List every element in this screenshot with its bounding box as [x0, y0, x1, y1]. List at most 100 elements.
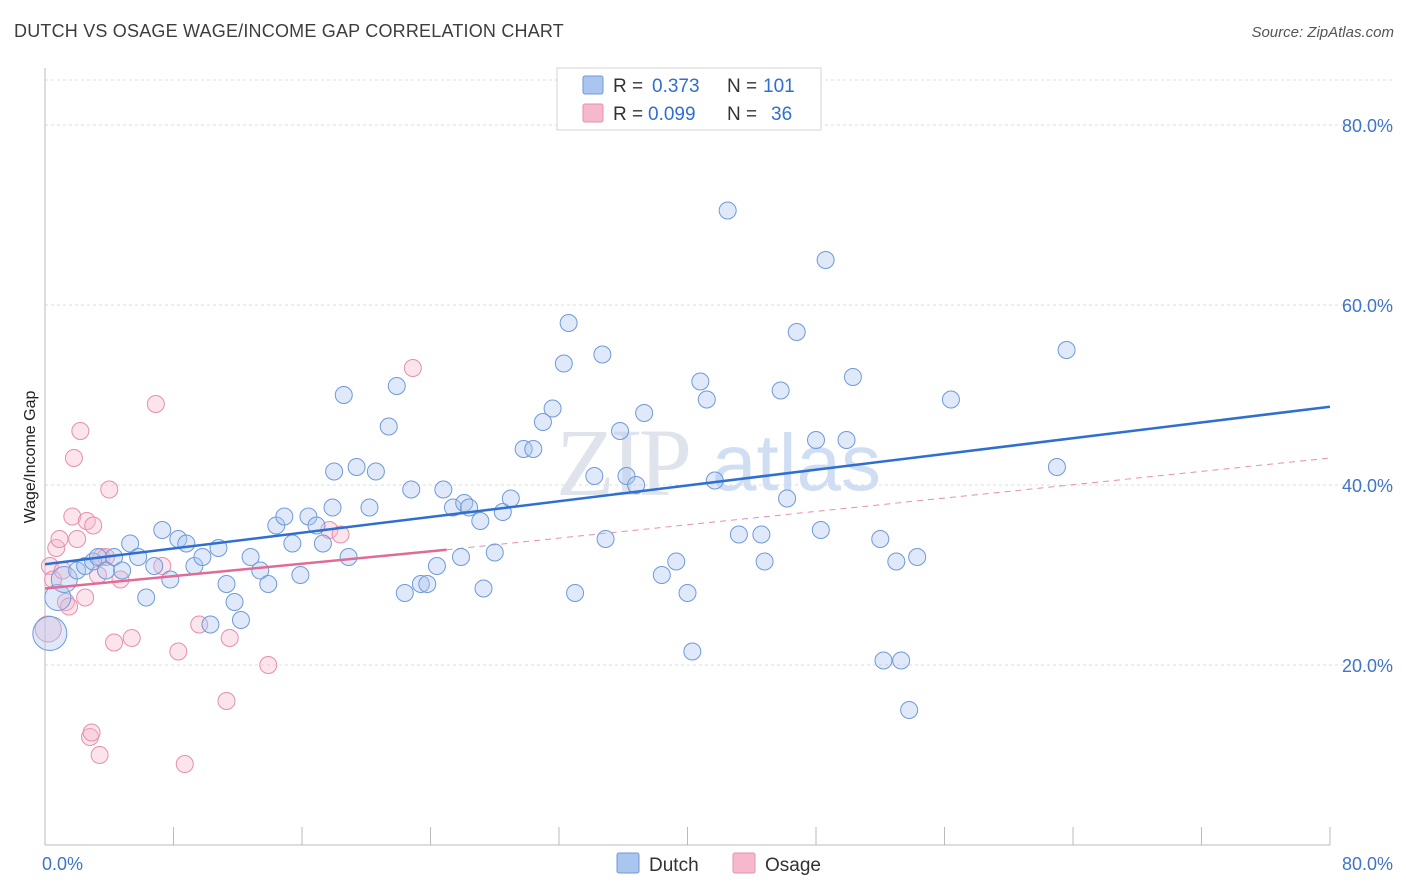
osage-point-25 [146, 395, 165, 413]
osage-point-12 [76, 588, 95, 607]
dutch-point-56 [485, 543, 504, 562]
y-tick-label-40: 40.0% [1342, 476, 1393, 496]
dutch-point-73 [652, 566, 671, 584]
dutch-point-10 [121, 534, 140, 553]
dutch-point-61 [533, 413, 552, 431]
osage-point-15 [82, 723, 101, 742]
y-tick-label-80: 80.0% [1342, 116, 1393, 136]
dutch-point-67 [593, 345, 612, 364]
dutch-point-37 [334, 386, 353, 404]
dutch-point-85 [778, 489, 797, 508]
osage-point-21 [100, 480, 119, 499]
dutch-point-88 [811, 521, 830, 539]
dutch-point-35 [323, 498, 342, 517]
dutch-point-70 [617, 467, 636, 485]
osage-point-28 [175, 755, 194, 773]
dutch-point-86 [787, 323, 806, 341]
y-tick-label-20: 20.0% [1342, 656, 1393, 676]
osage-point-34 [331, 525, 350, 544]
osage-point-16 [84, 516, 103, 535]
osage-point-22 [105, 633, 124, 652]
dutch-point-15 [161, 570, 180, 589]
dutch-point-0 [32, 616, 68, 651]
dutch-point-93 [874, 651, 893, 670]
bottom-legend-swatch-dutch [616, 852, 640, 874]
dutch-point-31 [291, 566, 310, 584]
osage-point-31 [220, 629, 239, 647]
dutch-point-77 [691, 372, 710, 391]
dutch-point-36 [325, 462, 344, 481]
dutch-point-27 [259, 575, 278, 593]
dutch-point-80 [718, 201, 737, 220]
dutch-point-7 [97, 561, 116, 580]
dutch-point-83 [755, 552, 774, 571]
dutch-point-81 [729, 525, 748, 544]
bottom-legend-label-dutch: Dutch [649, 855, 699, 876]
dutch-point-78 [697, 390, 716, 409]
osage-point-32 [259, 656, 278, 674]
dutch-point-14 [153, 521, 172, 539]
osage-point-11 [71, 422, 90, 440]
dutch-point-50 [443, 498, 462, 517]
dutch-point-94 [887, 552, 906, 571]
dutch-point-69 [611, 422, 630, 440]
osage-point-7 [60, 597, 79, 616]
dutch-point-98 [941, 390, 960, 409]
dutch-point-87 [807, 431, 825, 449]
x-tick-label-min: 0.0% [42, 854, 83, 874]
dutch-point-72 [635, 404, 654, 422]
dutch-point-63 [554, 354, 573, 373]
osage-point-10 [68, 530, 87, 548]
legend-osage-r-value: 0.099 [648, 104, 696, 125]
legend-osage-n-value: 36 [771, 104, 792, 125]
dutch-point-19 [193, 548, 212, 566]
osage-trend-line [44, 548, 447, 590]
chart-title: DUTCH VS OSAGE WAGE/INCOME GAP CORRELATI… [14, 21, 565, 41]
dutch-point-20 [201, 615, 220, 634]
legend: R = 0.373 N = 101 R = 0.099 N = 36 [556, 67, 822, 131]
dutch-point-82 [752, 525, 771, 544]
legend-dutch-r-label: R = [613, 76, 643, 97]
trend-lines [446, 457, 1331, 551]
bottom-legend-label-osage: Osage [765, 855, 821, 876]
osage-point-24 [122, 629, 141, 647]
dutch-point-45 [402, 480, 421, 499]
dutch-point-46 [411, 575, 430, 593]
dutch-point-9 [113, 561, 132, 580]
dutch-point-40 [360, 498, 379, 517]
dutch-point-76 [683, 642, 702, 661]
legend-dutch-n-value: 101 [763, 76, 795, 97]
dutch-point-34 [313, 534, 332, 553]
osage-point-19 [90, 746, 109, 764]
dutch-point-22 [217, 575, 236, 593]
legend-osage-r-label: R = [613, 104, 643, 125]
dutch-point-65 [566, 584, 585, 602]
dutch-point-68 [596, 530, 615, 548]
dutch-point-13 [145, 557, 164, 575]
legend-swatch-dutch [582, 75, 604, 95]
dutch-point-24 [231, 611, 250, 629]
bottom-legend: Dutch Osage [616, 852, 821, 876]
dutch-point-42 [379, 417, 398, 436]
dutch-point-51 [452, 548, 471, 566]
dutch-point-17 [177, 534, 196, 553]
dutch-point-49 [434, 480, 453, 499]
osage-trend-line-extension [446, 457, 1331, 551]
data-points [32, 201, 1331, 773]
dutch-point-91 [843, 368, 862, 386]
dutch-point-1 [44, 584, 72, 611]
dutch-point-12 [137, 588, 156, 607]
osage-point-35 [403, 359, 422, 377]
dutch-point-38 [347, 458, 366, 476]
bottom-legend-swatch-osage [732, 852, 756, 874]
dutch-point-48 [427, 557, 446, 575]
dutch-point-95 [892, 651, 911, 670]
axes [44, 68, 1331, 846]
dutch-point-99 [1047, 458, 1066, 476]
dutch-point-66 [585, 467, 604, 485]
y-tick-label-60: 60.0% [1342, 296, 1393, 316]
legend-osage-n-label: N = [727, 104, 757, 125]
dutch-point-41 [366, 462, 385, 481]
dutch-point-43 [387, 377, 406, 395]
legend-dutch-n-label: N = [727, 76, 757, 97]
